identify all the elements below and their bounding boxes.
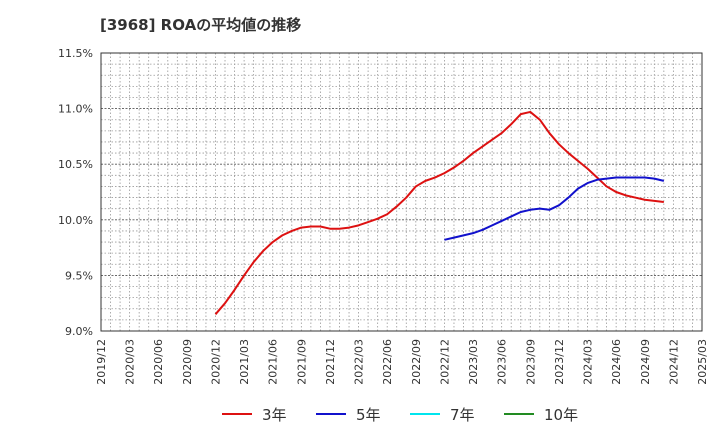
legend-label: 5年 (356, 405, 381, 424)
y-tick-label: 9.5% (65, 269, 93, 282)
legend-item: 10年 (504, 402, 578, 426)
x-tick-label: 2024/06 (610, 339, 623, 385)
chart-title: [3968] ROAの平均値の推移 (100, 16, 302, 34)
x-tick-label: 2023/12 (553, 339, 566, 385)
x-tick-label: 2023/03 (467, 339, 480, 385)
legend-swatch (504, 413, 534, 415)
x-tick-label: 2024/12 (667, 339, 680, 385)
plot-area (101, 53, 702, 331)
x-tick-label: 2019/12 (95, 339, 108, 385)
x-tick-label: 2023/06 (496, 339, 509, 385)
legend-label: 7年 (450, 405, 475, 424)
y-tick-label: 11.0% (58, 103, 93, 116)
legend-label: 3年 (262, 405, 287, 424)
legend-swatch (316, 413, 346, 415)
legend-item: 5年 (316, 402, 381, 426)
x-tick-label: 2020/12 (209, 339, 222, 385)
legend-item: 3年 (222, 402, 287, 426)
x-tick-label: 2021/09 (295, 339, 308, 385)
series-layer (214, 110, 665, 315)
x-tick-label: 2022/06 (381, 339, 394, 385)
legend: 3年 5年 7年 10年 (0, 402, 720, 426)
x-tick-label: 2020/03 (124, 339, 137, 385)
legend-item: 7年 (410, 402, 475, 426)
y-tick-label: 9.0% (65, 325, 93, 338)
x-tick-label: 2025/03 (696, 339, 709, 385)
x-tick-label: 2020/06 (152, 339, 165, 385)
x-tick-label: 2023/09 (524, 339, 537, 385)
legend-swatch (410, 413, 440, 415)
x-tick-label: 2020/09 (181, 339, 194, 385)
plot-border (100, 52, 703, 332)
series-line-0 (214, 110, 664, 315)
grid-layer (101, 53, 702, 331)
x-tick-label: 2021/06 (267, 339, 280, 385)
legend-swatch (222, 413, 252, 415)
x-tick-label: 2021/12 (324, 339, 337, 385)
axis-layer: 9.0% 9.5% 10.0% 10.5% 11.0% 11.5% 2019/12 2020/… (58, 47, 709, 385)
y-tick-label: 10.5% (58, 158, 93, 171)
y-tick-label: 10.0% (58, 214, 93, 227)
legend-label: 10年 (544, 405, 579, 424)
y-tick-label: 11.5% (58, 47, 93, 60)
x-tick-label: 2021/03 (238, 339, 251, 385)
series-line-1 (444, 176, 665, 241)
x-tick-label: 2022/12 (438, 339, 451, 385)
x-tick-label: 2022/09 (410, 339, 423, 385)
x-tick-label: 2024/03 (582, 339, 595, 385)
x-tick-label: 2022/03 (353, 339, 366, 385)
x-tick-label: 2024/09 (639, 339, 652, 385)
